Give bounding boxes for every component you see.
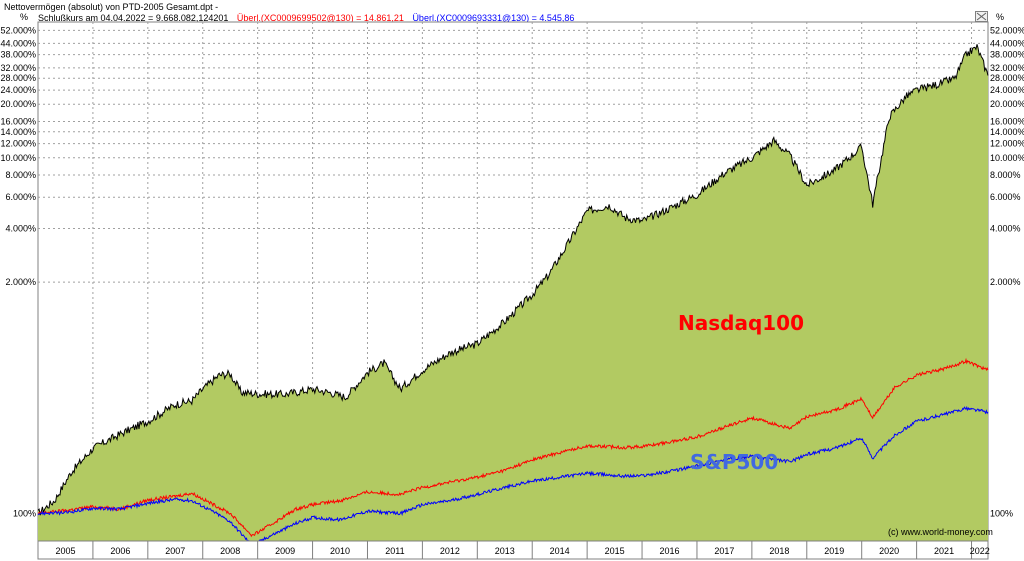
y-tick-label-right: 100% bbox=[990, 508, 1013, 518]
legend-entry-close: Schlußkurs am 04.04.2022 = 9.668.082,124… bbox=[38, 13, 229, 23]
y-tick-label-left: 4.000% bbox=[5, 224, 36, 234]
y-tick-label-right: 4.000% bbox=[990, 224, 1021, 234]
y-tick-label-left: 38.000% bbox=[0, 50, 36, 60]
y-tick-label-left: 28.000% bbox=[0, 73, 36, 83]
y-tick-label-left: 32.000% bbox=[0, 63, 36, 73]
x-tick-label: 2012 bbox=[440, 546, 460, 556]
y-tick-label-left: 20.000% bbox=[0, 99, 36, 109]
x-tick-label: 2005 bbox=[55, 546, 75, 556]
credit-text: (c) www.world-money.com bbox=[888, 527, 993, 537]
x-tick-label: 2020 bbox=[879, 546, 899, 556]
legend-entry-sp500: Überl.(XC0009693331@130) = 4.545,86 bbox=[412, 13, 575, 23]
x-tick-label: 2011 bbox=[385, 546, 404, 556]
x-tick-label: 2019 bbox=[824, 546, 844, 556]
legend-entry-nasdaq: Überl.(XC0009699502@130) = 14.861,21 bbox=[236, 13, 404, 23]
y-tick-label-right: 28.000% bbox=[990, 73, 1024, 83]
y-tick-label-right: 16.000% bbox=[990, 116, 1024, 126]
x-tick-label: 2013 bbox=[495, 546, 515, 556]
y-tick-label-left: 44.000% bbox=[0, 38, 36, 48]
y-tick-label-left: 8.000% bbox=[5, 170, 36, 180]
y-tick-label-left: 14.000% bbox=[0, 127, 36, 137]
y-tick-label-left: 2.000% bbox=[5, 277, 36, 287]
y-axis-unit-left: % bbox=[20, 12, 28, 22]
x-tick-label: 2015 bbox=[605, 546, 625, 556]
y-tick-label-right: 14.000% bbox=[990, 127, 1024, 137]
y-tick-label-right: 8.000% bbox=[990, 170, 1021, 180]
y-tick-label-left: 52.000% bbox=[0, 25, 36, 35]
y-tick-label-right: 38.000% bbox=[990, 50, 1024, 60]
y-axis-unit-right: % bbox=[996, 12, 1004, 22]
x-tick-label: 2017 bbox=[714, 546, 734, 556]
y-tick-label-right: 52.000% bbox=[990, 25, 1024, 35]
x-tick-label: 2007 bbox=[165, 546, 185, 556]
y-tick-label-left: 24.000% bbox=[0, 85, 36, 95]
nasdaq100-line bbox=[37, 357, 989, 538]
x-tick-label: 2010 bbox=[330, 546, 350, 556]
y-tick-label-right: 32.000% bbox=[990, 63, 1024, 73]
x-tick-label: 2018 bbox=[769, 546, 789, 556]
x-tick-label: 2022 bbox=[970, 546, 990, 556]
sp500-line bbox=[37, 405, 989, 548]
x-tick-label: 2008 bbox=[220, 546, 240, 556]
y-tick-label-right: 12.000% bbox=[990, 139, 1024, 149]
y-tick-label-right: 20.000% bbox=[990, 99, 1024, 109]
x-tick-label: 2016 bbox=[659, 546, 679, 556]
x-tick-label: 2021 bbox=[934, 546, 954, 556]
x-tick-label: 2006 bbox=[110, 546, 130, 556]
chart-legend: Schlußkurs am 04.04.2022 = 9.668.082,124… bbox=[38, 13, 580, 23]
x-tick-label: 2014 bbox=[550, 546, 570, 556]
window-title: Nettovermögen (absolut) von PTD-2005 Ges… bbox=[4, 2, 219, 12]
y-tick-label-left: 12.000% bbox=[0, 139, 36, 149]
y-tick-label-right: 44.000% bbox=[990, 38, 1024, 48]
x-tick-label: 2009 bbox=[275, 546, 295, 556]
y-tick-label-left: 6.000% bbox=[5, 192, 36, 202]
portfolio-line bbox=[37, 44, 989, 516]
portfolio-area bbox=[38, 44, 988, 542]
nasdaq100-annotation: Nasdaq100 bbox=[678, 311, 804, 335]
y-tick-label-left: 16.000% bbox=[0, 116, 36, 126]
y-tick-label-left: 100% bbox=[13, 508, 36, 518]
y-tick-label-right: 6.000% bbox=[990, 192, 1021, 202]
sp500-annotation: S&P500 bbox=[690, 450, 778, 474]
y-tick-label-right: 24.000% bbox=[990, 85, 1024, 95]
y-tick-label-right: 10.000% bbox=[990, 153, 1024, 163]
y-tick-label-right: 2.000% bbox=[990, 277, 1021, 287]
y-tick-label-left: 10.000% bbox=[0, 153, 36, 163]
